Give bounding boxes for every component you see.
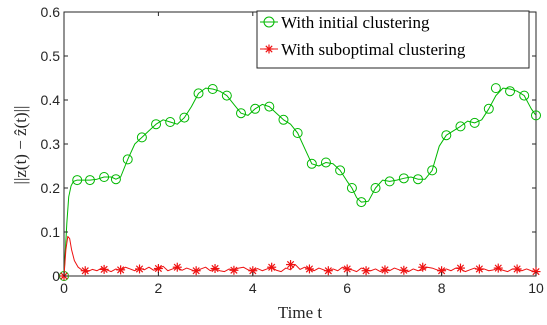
data-point-suboptimal-clustering xyxy=(455,263,465,273)
y-tick-label: 0.3 xyxy=(41,136,61,152)
x-tick-label: 8 xyxy=(438,280,446,296)
data-point-initial-clustering xyxy=(179,112,190,123)
data-point-initial-clustering xyxy=(413,174,423,185)
data-point-initial-clustering xyxy=(455,121,466,132)
data-point-suboptimal-clustering xyxy=(229,265,239,275)
data-point-suboptimal-clustering xyxy=(210,264,220,274)
data-point-initial-clustering xyxy=(221,90,232,101)
data-point-initial-clustering xyxy=(531,110,541,121)
data-point-initial-clustering xyxy=(346,183,357,193)
y-tick-label: 0.2 xyxy=(41,180,61,196)
y-tick-label: 0.1 xyxy=(41,224,61,240)
x-tick-label: 6 xyxy=(343,280,351,296)
x-tick-label: 10 xyxy=(528,280,544,296)
x-tick-label: 2 xyxy=(155,280,163,296)
data-point-suboptimal-clustering xyxy=(418,262,428,272)
data-point-initial-clustering xyxy=(136,132,147,143)
data-point-initial-clustering xyxy=(236,108,246,119)
legend-marker-suboptimal-clustering xyxy=(264,44,274,54)
data-point-suboptimal-clustering xyxy=(361,266,371,276)
data-point-initial-clustering xyxy=(193,88,204,99)
data-point-suboptimal-clustering xyxy=(323,266,333,276)
x-tick-label: 4 xyxy=(249,280,257,296)
data-point-initial-clustering xyxy=(264,101,275,112)
legend-entry-suboptimal-clustering: With suboptimal clustering xyxy=(260,40,466,59)
data-point-initial-clustering xyxy=(490,83,501,94)
data-point-suboptimal-clustering xyxy=(191,266,201,276)
data-point-suboptimal-clustering xyxy=(267,262,277,272)
data-point-initial-clustering xyxy=(384,176,395,187)
legend: With initial clustering With suboptimal … xyxy=(256,10,530,69)
legend-label-initial-clustering: With initial clustering xyxy=(281,13,430,32)
data-point-initial-clustering xyxy=(122,154,133,165)
legend-box xyxy=(256,10,530,69)
data-point-initial-clustering xyxy=(292,128,303,138)
data-point-initial-clustering xyxy=(356,197,367,208)
data-point-initial-clustering xyxy=(278,114,289,125)
data-point-suboptimal-clustering xyxy=(153,264,163,274)
series-layer xyxy=(59,83,541,281)
data-point-suboptimal-clustering xyxy=(304,264,314,274)
data-point-initial-clustering xyxy=(250,103,261,114)
y-tick-label: 0.5 xyxy=(41,48,61,64)
data-point-suboptimal-clustering xyxy=(286,260,296,270)
data-point-initial-clustering xyxy=(335,165,346,176)
x-axis-label: Time t xyxy=(278,303,323,322)
legend-label-suboptimal-clustering: With suboptimal clustering xyxy=(281,40,466,59)
y-axis-label: ||z(t) − ẑ(t)|| xyxy=(11,106,30,185)
data-point-initial-clustering xyxy=(151,119,162,130)
data-point-initial-clustering xyxy=(99,172,110,182)
data-point-initial-clustering xyxy=(441,130,452,141)
data-point-initial-clustering xyxy=(427,165,438,176)
data-point-suboptimal-clustering xyxy=(399,265,409,275)
data-point-suboptimal-clustering xyxy=(135,264,145,274)
data-point-suboptimal-clustering xyxy=(172,262,182,272)
data-point-initial-clustering xyxy=(398,173,409,184)
data-point-suboptimal-clustering xyxy=(380,265,390,275)
data-point-suboptimal-clustering xyxy=(80,266,90,276)
x-tick-label: 0 xyxy=(60,280,68,296)
series-line-initial-clustering xyxy=(63,87,537,277)
data-point-initial-clustering xyxy=(505,86,516,97)
data-point-initial-clustering xyxy=(370,183,381,193)
y-tick-label: 0.6 xyxy=(41,4,61,20)
data-point-initial-clustering xyxy=(469,117,480,128)
data-point-initial-clustering xyxy=(207,84,218,94)
data-point-suboptimal-clustering xyxy=(116,265,126,275)
y-tick-label: 0.4 xyxy=(41,92,61,108)
data-point-suboptimal-clustering xyxy=(493,263,503,273)
legend-marker-initial-clustering xyxy=(263,16,275,28)
data-point-initial-clustering xyxy=(84,175,95,186)
data-point-initial-clustering xyxy=(110,174,121,185)
data-point-initial-clustering xyxy=(483,103,494,114)
data-point-initial-clustering xyxy=(519,90,530,101)
data-point-initial-clustering xyxy=(72,175,83,186)
data-point-suboptimal-clustering xyxy=(474,264,484,274)
data-point-suboptimal-clustering xyxy=(342,264,352,274)
data-point-suboptimal-clustering xyxy=(512,264,522,274)
data-point-initial-clustering xyxy=(320,157,331,168)
legend-entry-initial-clustering: With initial clustering xyxy=(260,13,430,32)
data-point-initial-clustering xyxy=(165,117,176,127)
data-point-initial-clustering xyxy=(306,158,317,169)
data-point-suboptimal-clustering xyxy=(99,264,109,274)
y-tick-label: 0 xyxy=(52,268,60,284)
ticks-layer: 0 2 4 6 8 10 0 0.1 0.2 0.3 0.4 0.5 0.6 xyxy=(41,4,544,296)
